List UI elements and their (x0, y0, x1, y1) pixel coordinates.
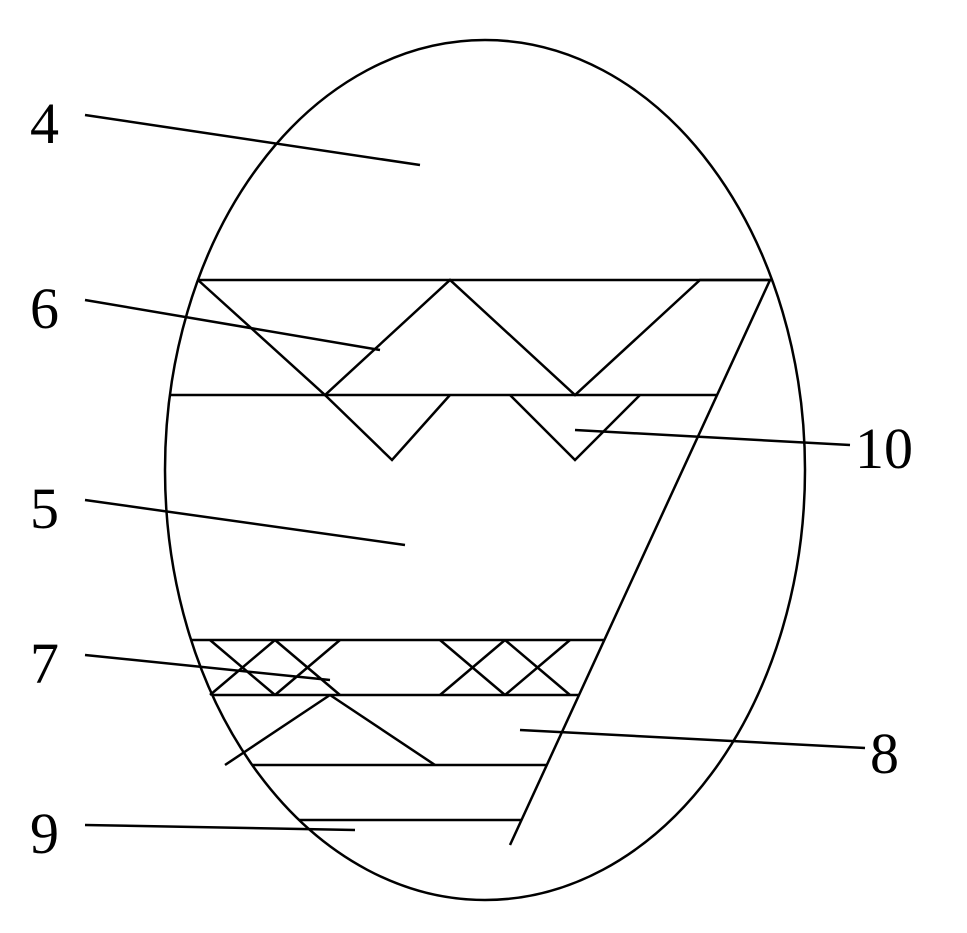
callout-label-6: 6 (30, 275, 59, 342)
callout-label-7: 7 (30, 630, 59, 697)
callout-label-5: 5 (30, 475, 59, 542)
callout-label-9: 9 (30, 800, 59, 867)
callout-label-8: 8 (870, 720, 899, 787)
callout-label-10: 10 (855, 415, 913, 482)
callout-label-4: 4 (30, 90, 59, 157)
